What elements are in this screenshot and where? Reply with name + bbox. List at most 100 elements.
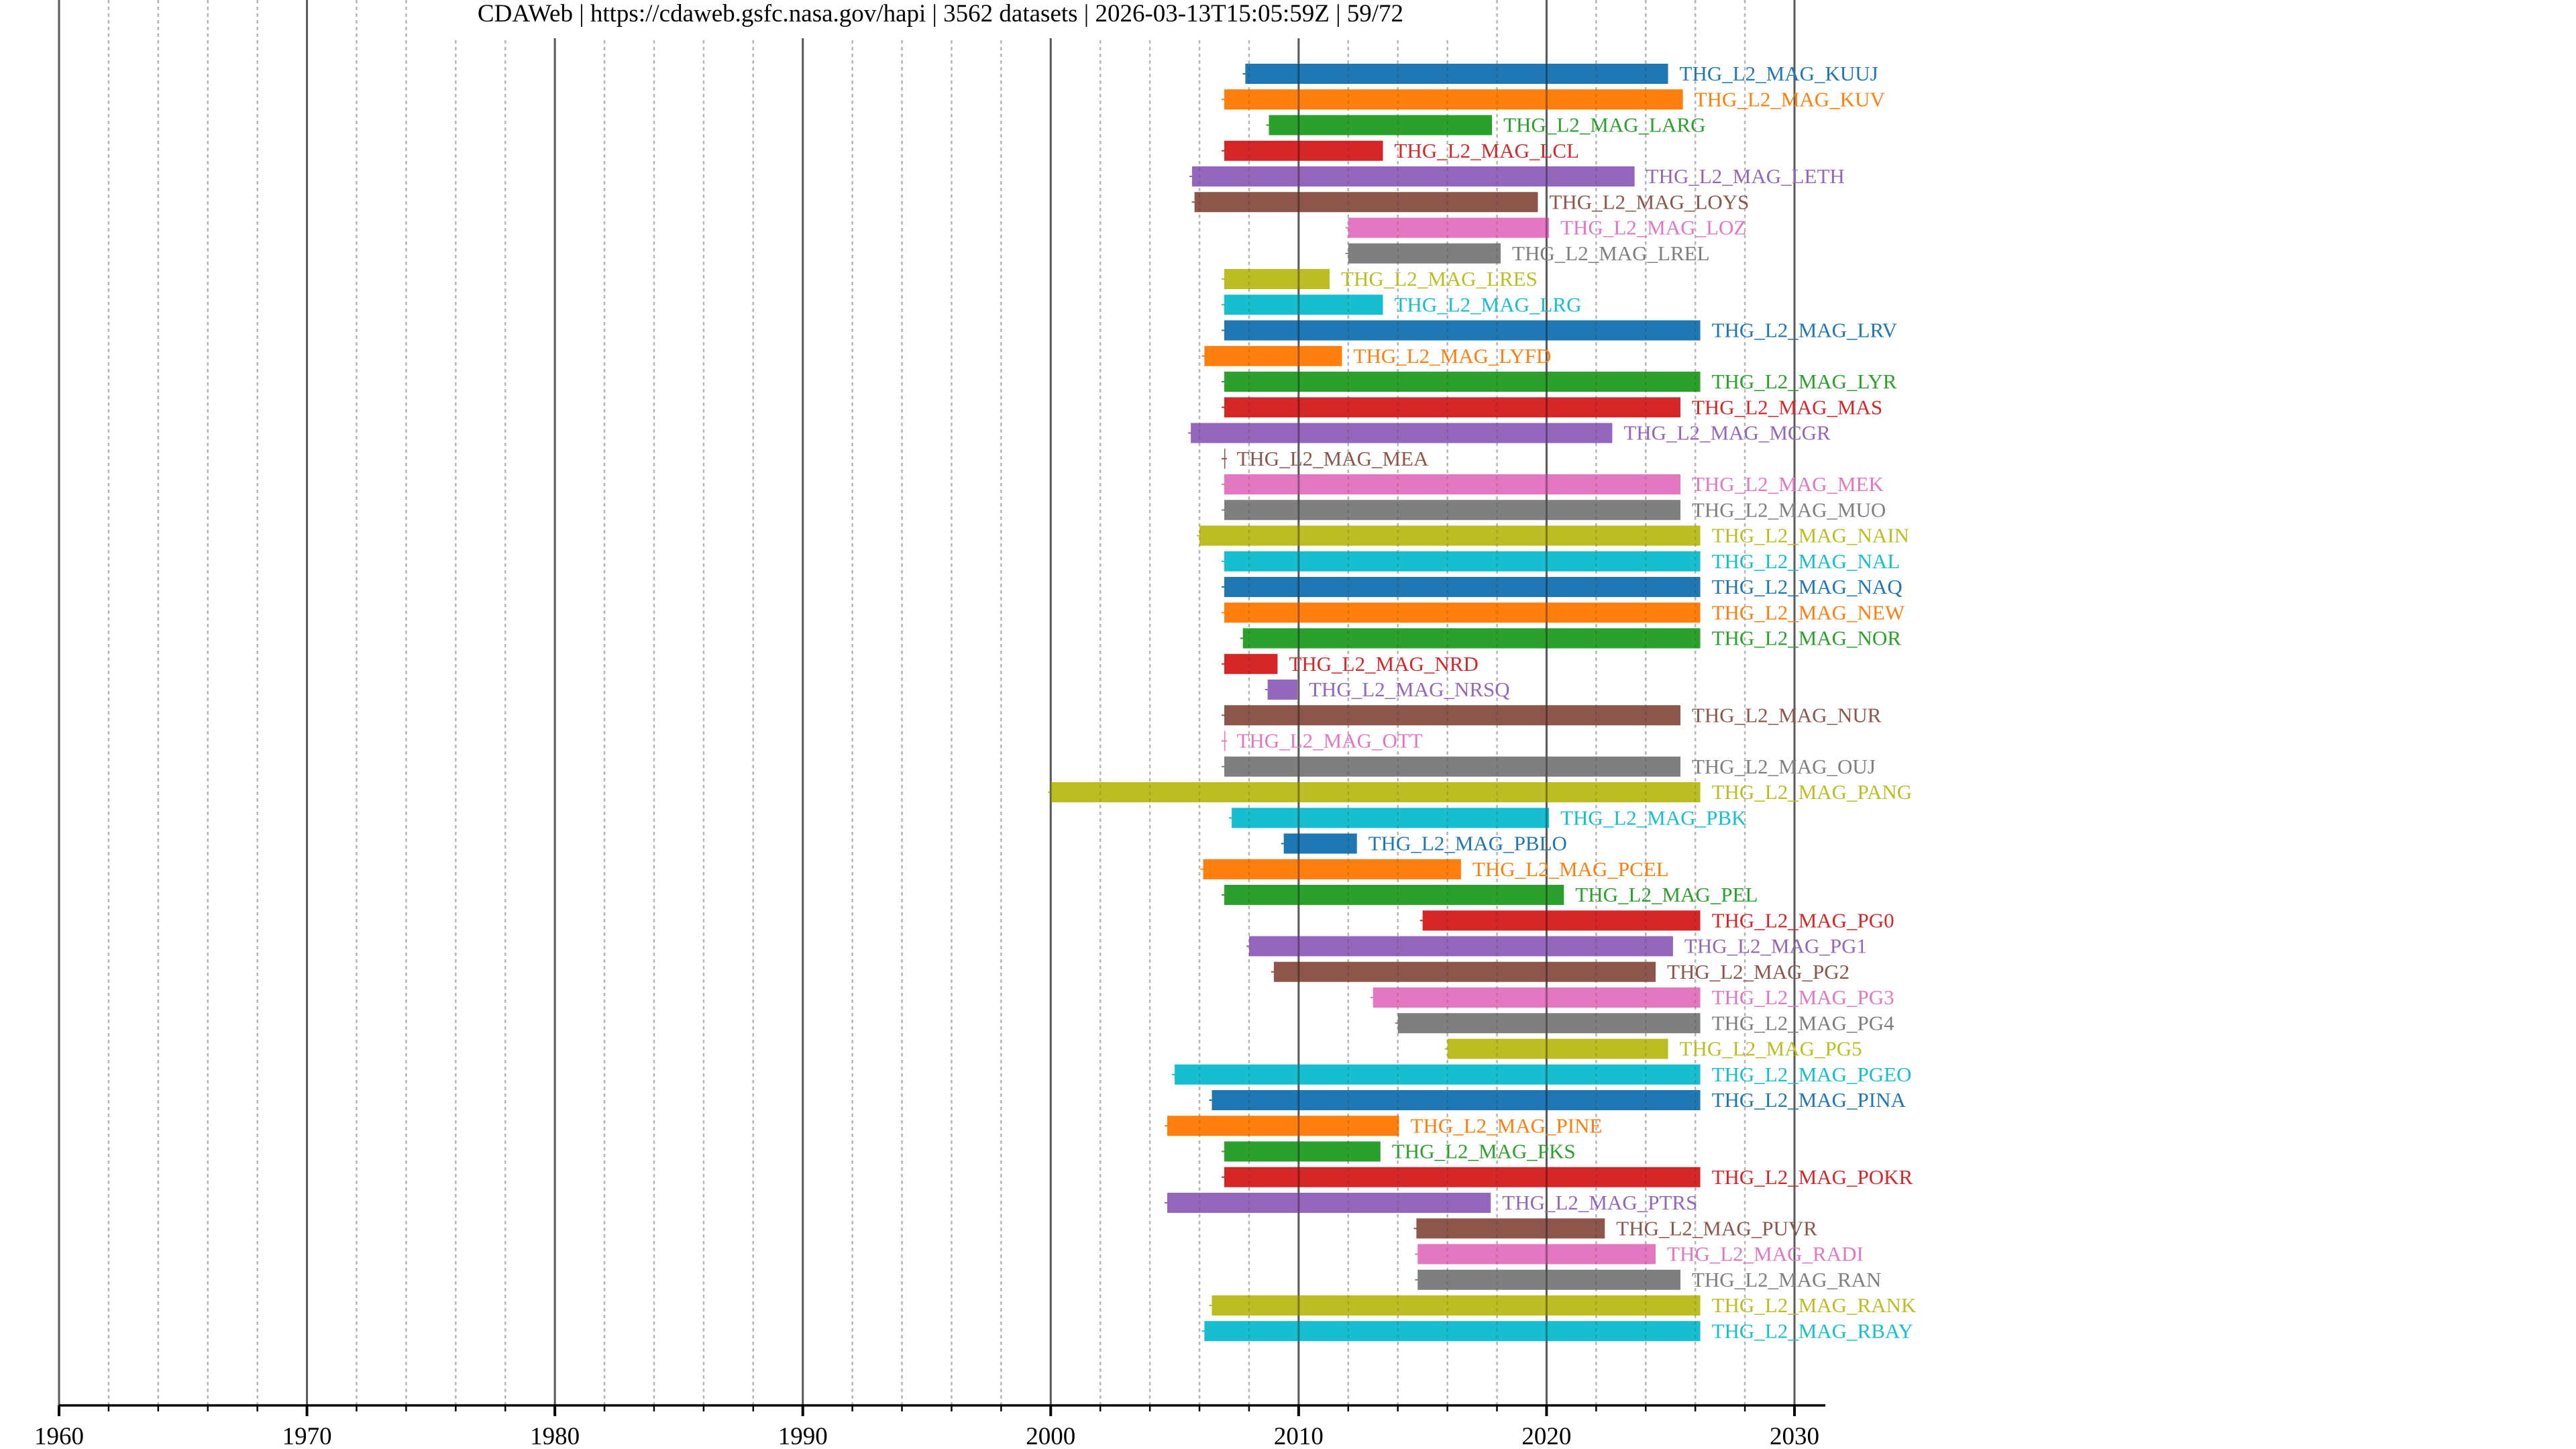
x-tick-label: 1980 xyxy=(530,1423,580,1449)
bar-label: THG_L2_MAG_PINE xyxy=(1411,1114,1603,1137)
timeline-bar xyxy=(1224,89,1683,110)
bar-label: THG_L2_MAG_LCL xyxy=(1395,139,1580,162)
bar-label: THG_L2_MAG_NOR xyxy=(1712,627,1902,650)
timeline-bar xyxy=(1348,243,1501,264)
timeline-bar xyxy=(1203,859,1461,879)
bar-label: THG_L2_MAG_MEA xyxy=(1236,447,1428,470)
timeline-bar xyxy=(1224,397,1680,418)
bar-label: THG_L2_MAG_LOZ xyxy=(1560,216,1746,239)
timeline-bar xyxy=(1245,64,1668,84)
timeline-bar xyxy=(1242,628,1701,649)
timeline-bar xyxy=(1204,1321,1701,1342)
title-background xyxy=(411,0,1474,38)
bar-label: THG_L2_MAG_PUVR xyxy=(1616,1216,1817,1240)
x-tick-label: 2030 xyxy=(1770,1423,1819,1449)
bar-label: THG_L2_MAG_RADI xyxy=(1667,1242,1864,1266)
timeline-bar xyxy=(1224,756,1680,777)
bar-label: THG_L2_MAG_KUUJ xyxy=(1680,62,1878,85)
timeline-bar xyxy=(1248,936,1673,957)
bar-label: THG_L2_MAG_PG5 xyxy=(1680,1037,1862,1061)
timeline-bar xyxy=(1224,705,1680,726)
bar-label: THG_L2_MAG_MEK xyxy=(1692,472,1884,496)
bar-label: THG_L2_MAG_LYR xyxy=(1712,370,1897,393)
bar-label: THG_L2_MAG_PBK xyxy=(1560,806,1747,829)
timeline-bar xyxy=(1175,1064,1701,1085)
bar-label: THG_L2_MAG_LRG xyxy=(1395,292,1582,316)
x-tick-label: 2010 xyxy=(1274,1423,1324,1449)
bar-label: THG_L2_MAG_LETH xyxy=(1646,164,1845,188)
timeline-bar xyxy=(1267,680,1298,700)
bar-label: THG_L2_MAG_NAQ xyxy=(1712,575,1902,598)
timeline-bar xyxy=(1224,474,1680,494)
timeline-bar xyxy=(1224,140,1383,161)
timeline-bar xyxy=(1224,602,1701,623)
timeline-bar xyxy=(1422,910,1701,931)
timeline-bar xyxy=(1191,423,1613,443)
timeline-bar xyxy=(1373,987,1701,1008)
bar-label: THG_L2_MAG_NAIN xyxy=(1712,524,1909,547)
timeline-bar xyxy=(1212,1295,1701,1316)
bar-label: THG_L2_MAG_NUR xyxy=(1692,703,1882,727)
bar-label: THG_L2_MAG_LYFD xyxy=(1354,344,1552,368)
timeline-bar xyxy=(1273,961,1656,982)
bar-label: THG_L2_MAG_RAN xyxy=(1692,1268,1881,1291)
bar-label: THG_L2_MAG_PBLO xyxy=(1368,832,1567,855)
bar-label: THG_L2_MAG_PGEO xyxy=(1712,1063,1912,1086)
timeline-bar xyxy=(1212,1090,1701,1110)
timeline-bar xyxy=(1416,1218,1605,1239)
timeline-bar xyxy=(1194,192,1538,213)
x-tick-label: 2020 xyxy=(1521,1423,1571,1449)
timeline-bar xyxy=(1232,808,1550,828)
timeline-bar xyxy=(1417,1269,1680,1290)
bar-label: THG_L2_MAG_MAS xyxy=(1692,395,1882,419)
bar-label: THG_L2_MAG_PCEL xyxy=(1472,857,1669,881)
bar-label: THG_L2_MAG_NRD xyxy=(1289,652,1478,676)
bar-label: THG_L2_MAG_PG0 xyxy=(1712,908,1894,932)
timeline-bar xyxy=(1224,500,1680,521)
timeline-bar xyxy=(1447,1038,1668,1059)
timeline-bar xyxy=(1224,653,1278,674)
bar-label: THG_L2_MAG_PG2 xyxy=(1667,960,1849,983)
bar-label: THG_L2_MAG_PG4 xyxy=(1712,1011,1895,1034)
gridline-overlay xyxy=(58,0,1796,1405)
bar-label: THG_L2_MAG_PKS xyxy=(1392,1140,1576,1163)
x-tick-label: 1970 xyxy=(282,1423,332,1449)
bar-label: THG_L2_MAG_PEL xyxy=(1575,883,1758,906)
bar-label: THG_L2_MAG_RBAY xyxy=(1712,1319,1913,1342)
timeline-bar xyxy=(1417,1244,1656,1265)
bar-label: THG_L2_MAG_LARG xyxy=(1503,113,1705,137)
bar-label: THG_L2_MAG_MCGR xyxy=(1623,421,1831,445)
timeline-bar xyxy=(1167,1116,1399,1136)
bar-label: THG_L2_MAG_OTT xyxy=(1236,729,1422,753)
bars-layer xyxy=(1048,64,1701,1342)
bar-label: THG_L2_MAG_MUO xyxy=(1692,498,1886,521)
bar-label: THG_L2_MAG_NRSQ xyxy=(1309,678,1510,701)
bar-label: THG_L2_MAG_PANG xyxy=(1712,780,1913,804)
timeline-bar xyxy=(1051,782,1701,802)
timeline-bar xyxy=(1167,1193,1491,1213)
timeline-bar xyxy=(1224,269,1330,289)
timeline-bar xyxy=(1191,166,1635,186)
bar-label: THG_L2_MAG_KUV xyxy=(1695,87,1886,111)
bar-label: THG_L2_MAG_LREL xyxy=(1512,241,1709,265)
timeline-bar xyxy=(1224,885,1564,905)
x-axis: 1960 1970 1980 1990 2000 2010 2020 2030 xyxy=(34,1404,1825,1449)
bar-label: THG_L2_MAG_POKR xyxy=(1712,1165,1913,1189)
bar-label: THG_L2_MAG_NAL xyxy=(1712,549,1900,573)
timeline-bar xyxy=(1348,217,1550,238)
timeline-bar xyxy=(1199,525,1701,546)
timeline-bar xyxy=(1224,372,1701,392)
chart-title: CDAWeb | https://cdaweb.gsfc.nasa.gov/ha… xyxy=(478,0,1403,28)
timeline-bar xyxy=(1224,294,1383,315)
timeline-bar xyxy=(1397,1013,1701,1034)
bar-label: THG_L2_MAG_LRES xyxy=(1341,267,1538,290)
timeline-bar xyxy=(1224,320,1701,341)
bar-label: THG_L2_MAG_PG1 xyxy=(1684,934,1867,958)
timeline-bar xyxy=(1224,577,1701,597)
bar-label: THG_L2_MAG_NEW xyxy=(1712,600,1905,624)
bar-label: THG_L2_MAG_OUJ xyxy=(1692,755,1876,778)
timeline-bar xyxy=(1224,1141,1381,1162)
bar-label: THG_L2_MAG_PG3 xyxy=(1712,985,1894,1009)
timeline-bar xyxy=(1224,551,1701,572)
timeline-bar xyxy=(1224,1167,1701,1187)
